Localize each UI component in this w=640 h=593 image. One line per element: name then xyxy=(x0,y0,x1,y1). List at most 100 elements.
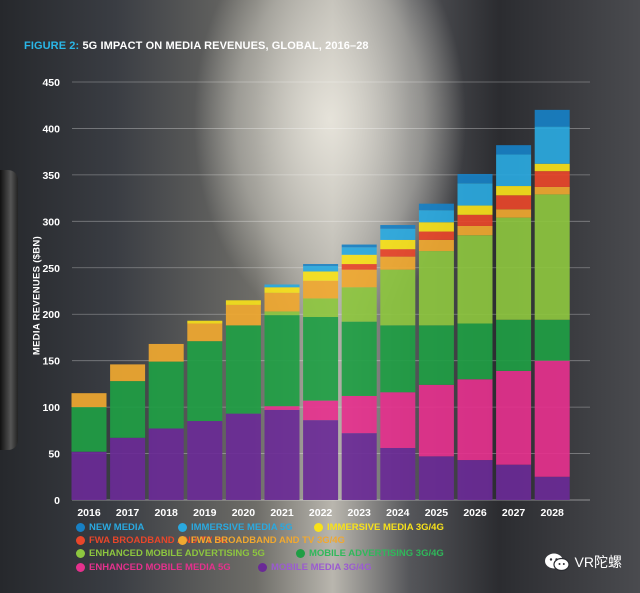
bar-segment xyxy=(341,269,377,288)
bar-segment xyxy=(341,395,377,434)
bar-segment xyxy=(418,384,454,457)
bar-segment xyxy=(110,381,146,438)
bar-segment xyxy=(496,217,532,320)
watermark: VR陀螺 xyxy=(544,552,622,572)
bar-segment xyxy=(496,209,532,218)
bar-segment xyxy=(496,195,532,210)
legend-item: ENHANCED MOBILE MEDIA 5G xyxy=(76,562,231,573)
bar-segment xyxy=(341,321,377,396)
bar-segment xyxy=(225,304,261,326)
bar-segment xyxy=(418,456,454,500)
bar-segment xyxy=(380,249,416,257)
bar-segment xyxy=(380,269,416,326)
x-tick-label: 2021 xyxy=(270,507,294,519)
bar-segment xyxy=(110,437,146,500)
bar-segment xyxy=(187,341,223,422)
bar-segment xyxy=(496,145,532,155)
legend-swatch xyxy=(76,549,85,558)
x-tick-label: 2022 xyxy=(309,507,333,519)
legend-swatch xyxy=(76,523,85,532)
bar-segment xyxy=(418,203,454,211)
bar-segment xyxy=(380,228,416,240)
bar-segment xyxy=(496,370,532,465)
bar-segment xyxy=(457,323,493,380)
bar-segment xyxy=(457,235,493,324)
bar-segment xyxy=(264,406,300,410)
bar-segment xyxy=(225,325,261,414)
bar-segment xyxy=(341,264,377,270)
bar-segment xyxy=(457,460,493,500)
bar-segment xyxy=(457,183,493,206)
bar-segment xyxy=(303,298,339,318)
figure-number: FIGURE 2: xyxy=(24,40,80,52)
bar-segment xyxy=(534,171,570,187)
bar-segment xyxy=(303,420,339,500)
bar-segment xyxy=(418,210,454,223)
legend-label: IMMERSIVE MEDIA 3G/4G xyxy=(327,522,444,533)
bar-segment xyxy=(380,225,416,229)
bar-segment xyxy=(303,264,339,266)
x-tick-label: 2023 xyxy=(348,507,372,519)
legend-swatch xyxy=(296,549,305,558)
bar-segment xyxy=(380,447,416,500)
bar-segment xyxy=(534,194,570,320)
legend-label: FWA BROADBAND AND TV 5G xyxy=(89,535,228,546)
bar-segment xyxy=(264,315,300,407)
bar-segment xyxy=(380,256,416,270)
bar-segment xyxy=(341,287,377,322)
wechat-icon xyxy=(544,553,570,572)
bar-segment xyxy=(303,317,339,401)
bar-segment xyxy=(496,464,532,500)
x-tick-label: 2020 xyxy=(232,507,256,519)
bar-segment xyxy=(418,239,454,252)
bar-segment xyxy=(341,247,377,255)
y-tick-label: 0 xyxy=(54,495,60,507)
bar-segment xyxy=(225,413,261,500)
y-tick-label: 250 xyxy=(42,263,60,275)
legend-label: NEW MEDIA xyxy=(89,522,145,533)
legend-item: IMMERSIVE MEDIA 3G/4G xyxy=(314,522,444,533)
x-tick-label: 2017 xyxy=(116,507,140,519)
y-tick-label: 100 xyxy=(42,402,60,414)
x-tick-label: 2019 xyxy=(193,507,217,519)
legend-label: MOBILE MEDIA 3G/4G xyxy=(271,562,372,573)
y-tick-label: 200 xyxy=(42,309,60,321)
bar-segment xyxy=(71,451,107,500)
bar-segment xyxy=(534,186,570,195)
legend-swatch xyxy=(314,523,323,532)
y-tick-label: 300 xyxy=(42,216,60,228)
bar-segment xyxy=(303,265,339,272)
bar-segment xyxy=(534,319,570,361)
figure-title: 5G IMPACT ON MEDIA REVENUES, GLOBAL, 201… xyxy=(82,40,369,52)
bar-segment xyxy=(303,280,339,299)
bar-segment xyxy=(457,205,493,215)
bar-segment xyxy=(534,163,570,172)
legend-label: FWA BROADBAND AND TV 3G/4G xyxy=(191,535,345,546)
bar-segment xyxy=(187,323,223,342)
bar-segment xyxy=(264,409,300,500)
bar-segment xyxy=(110,364,146,382)
y-tick-label: 450 xyxy=(42,77,60,89)
y-tick-label: 350 xyxy=(42,170,60,182)
bar-segment xyxy=(71,393,107,408)
legend-swatch xyxy=(76,536,85,545)
y-tick-label: 400 xyxy=(42,123,60,135)
bar-segment xyxy=(534,476,570,500)
bar-segment xyxy=(71,407,107,452)
bar-segment xyxy=(457,225,493,236)
bar-segment xyxy=(264,292,300,312)
bar-segment xyxy=(187,421,223,500)
legend-item: IMMERSIVE MEDIA 5G xyxy=(178,522,293,533)
bar-segment xyxy=(534,109,570,127)
bar-segment xyxy=(225,300,261,305)
x-tick-label: 2026 xyxy=(463,507,487,519)
watermark-text: VR陀螺 xyxy=(574,554,622,570)
bar-segment xyxy=(148,343,184,362)
bar-segment xyxy=(496,319,532,371)
bar-segment xyxy=(418,251,454,326)
legend-item: MOBILE ADVERTISING 3G/4G xyxy=(296,548,444,559)
legend-item: MOBILE MEDIA 3G/4G xyxy=(258,562,371,573)
legend-swatch xyxy=(178,523,187,532)
phone-edge-decoration xyxy=(0,170,18,450)
bar-segment xyxy=(380,392,416,448)
